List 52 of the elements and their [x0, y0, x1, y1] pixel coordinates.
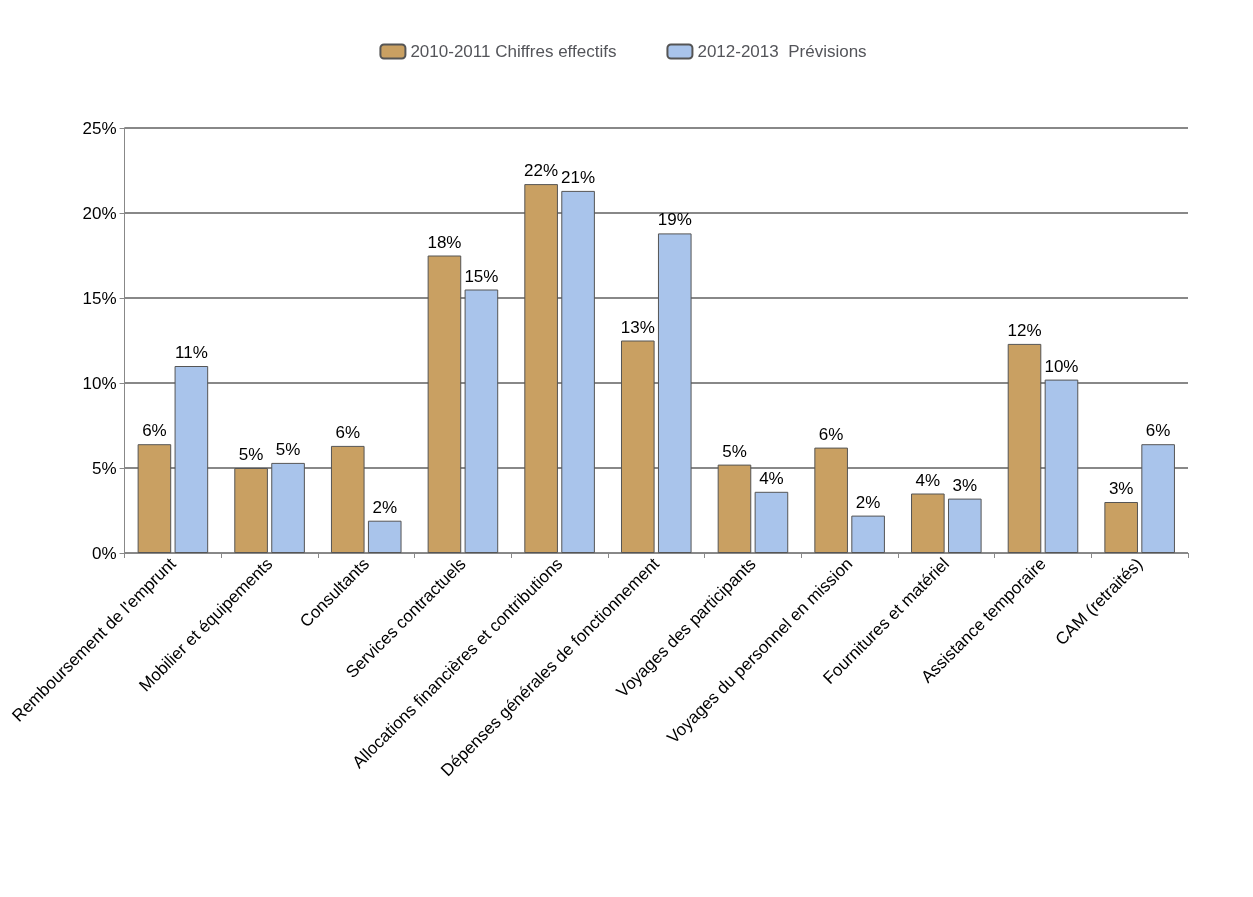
- y-tick-label: 5%: [91, 458, 117, 478]
- data-label: 4%: [915, 470, 941, 490]
- data-label: 15%: [464, 266, 499, 286]
- y-tick-label: 25%: [82, 118, 117, 138]
- data-label: 12%: [1007, 320, 1042, 340]
- bar: [1044, 379, 1079, 553]
- data-label: 6%: [335, 422, 361, 442]
- bar: [561, 190, 595, 553]
- bar: [1007, 343, 1042, 553]
- data-label: 5%: [238, 445, 264, 464]
- bar: [330, 445, 365, 553]
- bar: [1104, 502, 1138, 553]
- legend-label: 2010-2011 Chiffres effectifs: [410, 42, 617, 61]
- bar: [947, 498, 982, 553]
- bar: [524, 184, 558, 553]
- data-label: 3%: [1108, 479, 1134, 498]
- data-label: 6%: [1145, 421, 1171, 441]
- bar: [234, 468, 268, 553]
- bar: [427, 255, 462, 553]
- data-label: 11%: [175, 343, 208, 362]
- bar: [1141, 444, 1175, 553]
- data-label: 22%: [524, 161, 559, 181]
- bar: [814, 447, 848, 553]
- bar: [754, 491, 789, 553]
- bar: [717, 464, 752, 553]
- legend-label: 2012-2013 Prévisions: [697, 42, 867, 61]
- data-label: 18%: [427, 232, 462, 252]
- data-label: 10%: [1044, 356, 1079, 376]
- y-tick-label: 15%: [82, 288, 117, 308]
- data-label: 6%: [818, 424, 844, 444]
- y-tick-label: 0%: [91, 543, 117, 563]
- y-tick-label: 10%: [82, 373, 117, 393]
- data-label: 13%: [620, 317, 655, 337]
- data-label: 19%: [657, 210, 692, 230]
- bar: [174, 366, 209, 553]
- data-label: 4%: [759, 468, 784, 488]
- y-tick-label: 20%: [82, 203, 117, 223]
- data-label: 5%: [275, 439, 301, 459]
- bar: [620, 340, 655, 553]
- data-label: 6%: [142, 421, 167, 441]
- bar: [464, 289, 499, 553]
- bar: [911, 493, 945, 553]
- bar: [137, 444, 172, 553]
- bar: [271, 462, 305, 553]
- bar: [851, 515, 885, 553]
- data-label: 2%: [855, 492, 881, 512]
- data-label: 5%: [722, 441, 747, 461]
- data-label: 2%: [372, 497, 398, 517]
- bar: [367, 520, 402, 553]
- data-label: 21%: [561, 167, 596, 187]
- bar: [657, 233, 692, 553]
- data-label: 3%: [952, 475, 978, 495]
